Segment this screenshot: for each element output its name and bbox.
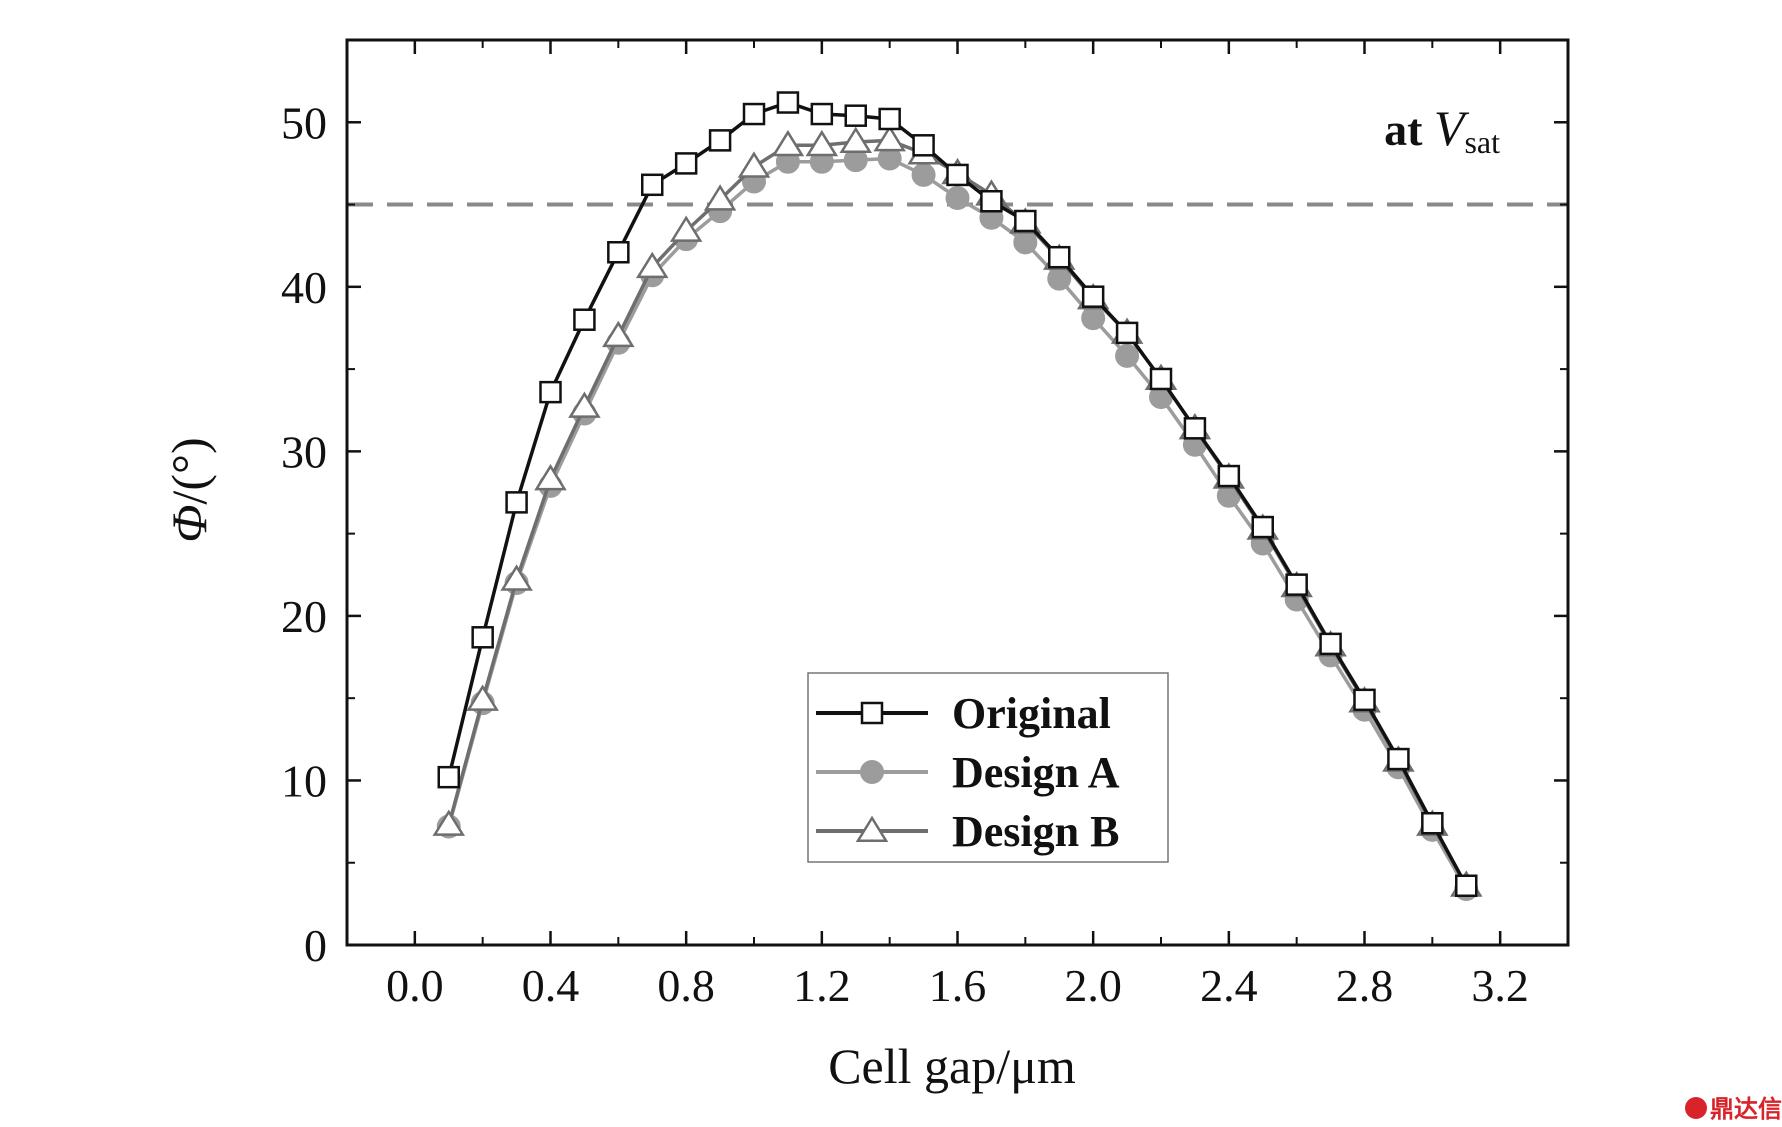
y-axis-title: Φ/(°) [161,437,217,542]
data-point [1115,343,1140,368]
x-tick-label: 2.8 [1336,960,1394,1011]
data-point [776,91,800,114]
legend-item: Design A [816,748,1120,797]
data-point [912,134,935,157]
data-point [1014,209,1037,233]
data-point [602,320,635,348]
data-point [466,684,499,711]
legend: Original Design A Design B [807,672,1169,863]
data-point [737,151,771,178]
watermark: 鼎达信 [1685,1095,1782,1123]
watermark-logo-icon [1685,1097,1707,1119]
data-point [437,765,460,789]
y-tick-label: 40 [281,262,327,313]
y-tick-label: 50 [281,97,327,148]
data-point [1353,688,1376,712]
data-point [505,491,528,514]
x-axis-title: Cell gap/μm [828,1038,1076,1094]
ticks-layer [346,40,1569,947]
series-original [437,91,1478,898]
y-tick-label: 10 [281,755,327,806]
legend-label: Original [952,689,1111,738]
data-point [641,173,664,197]
legend-marker [855,815,889,842]
data-point [1319,632,1342,656]
data-point [568,391,601,418]
x-tick-label: 0.0 [386,960,444,1011]
annotation-vsat: at Vsat [1384,100,1500,160]
data-point [607,241,630,264]
data-point [432,809,466,836]
data-point [873,124,906,152]
data-point [669,215,703,242]
data-point [980,190,1003,213]
data-point [703,184,737,211]
data-point [708,129,732,152]
data-point [742,102,766,126]
data-point [839,126,873,154]
data-point [1048,245,1071,269]
data-point [1081,285,1105,308]
data-point [1387,747,1410,771]
tick-labels-layer: 0.0 0.4 0.8 1.2 1.6 2.0 2.4 2.8 3.2 0 10 20 30 40 50 [281,97,1529,1011]
data-point [878,107,901,131]
data-point [1013,230,1038,255]
legend-items: Original Design A Design B [816,689,1120,856]
data-point [946,163,969,187]
data-point [1115,321,1139,345]
data-point [1421,811,1444,835]
x-tick-label: 1.2 [793,960,851,1011]
data-point [1149,367,1173,391]
data-point [945,185,970,210]
data-point [500,564,533,591]
y-tick-label: 0 [304,920,327,971]
legend-item: Design B [816,807,1119,856]
data-point [1285,573,1308,596]
y-tick-label: 30 [281,426,327,477]
data-point [1455,874,1478,898]
data-point [1217,464,1241,488]
annotation-prefix: at [1384,104,1434,155]
data-point [771,129,805,157]
annotation-subscript: sat [1464,124,1500,160]
y-tick-label: 20 [281,591,327,642]
data-point [674,152,698,175]
x-tick-label: 0.8 [657,960,715,1011]
data-point [1251,515,1274,539]
data-point [805,129,839,157]
data-point [573,308,596,331]
data-point [810,102,834,126]
data-point [534,463,567,491]
data-point [471,626,494,649]
data-point [539,380,562,404]
annotation-symbol: V [1434,100,1470,156]
y-axis-unit: /(°) [161,437,217,504]
x-tick-label: 3.2 [1471,960,1529,1011]
series-layer [432,91,1483,902]
legend-label: Design A [952,748,1120,797]
legend-item: Original [816,689,1111,738]
watermark-text: 鼎达信 [1710,1095,1782,1123]
x-tick-label: 2.4 [1200,960,1258,1011]
data-point [635,251,669,279]
data-point [1183,417,1207,440]
legend-marker [860,760,884,784]
data-point [911,162,936,187]
data-point [844,104,867,127]
x-tick-label: 2.0 [1064,960,1122,1011]
x-tick-label: 0.4 [522,960,580,1011]
legend-marker [860,701,884,725]
data-point [1081,306,1106,331]
legend-label: Design B [952,807,1119,856]
y-axis-symbol: Φ [161,505,217,543]
x-tick-label: 1.6 [929,960,987,1011]
